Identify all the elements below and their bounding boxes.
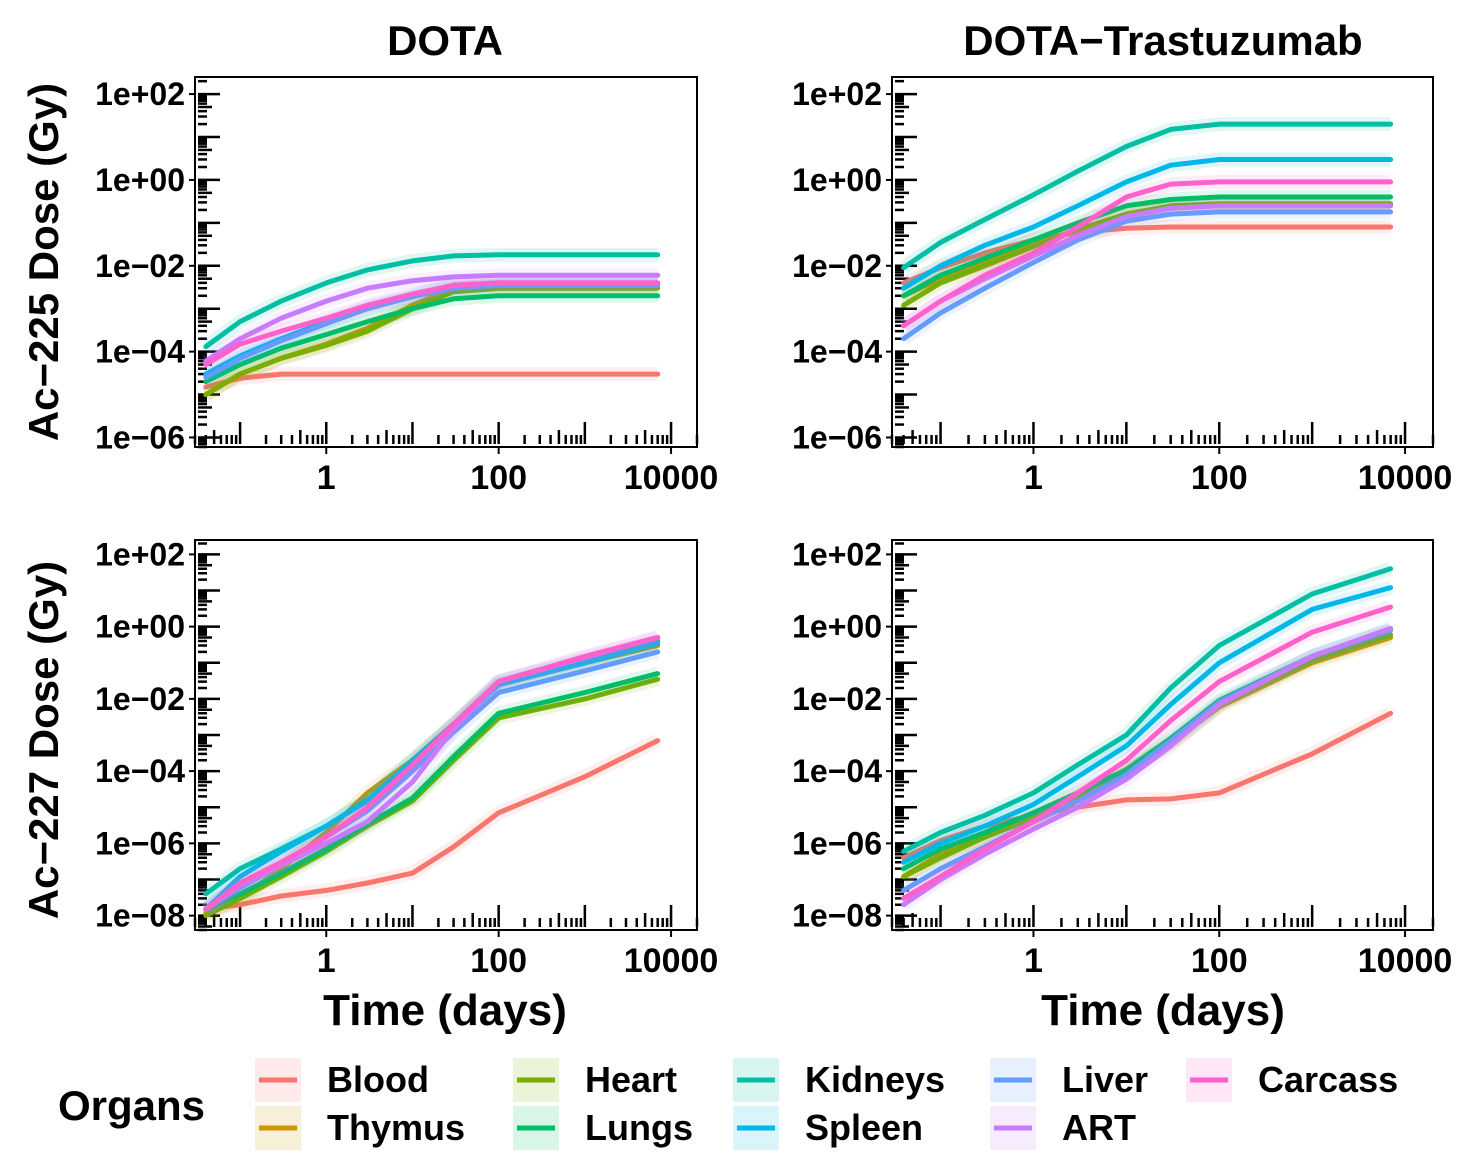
panel-4: 1e−08 1e−06 1e−04 1e−02 1e+00 1e+02 1 100 10000 (792, 536, 1452, 980)
legend-item-lungs: Lungs (513, 1106, 693, 1150)
series-line-spleen (203, 640, 661, 912)
y-tick-label: 1e−08 (792, 898, 882, 934)
series-line-liver (901, 209, 1394, 342)
series-line-lungs (203, 671, 661, 912)
legend-item-heart: Heart (513, 1058, 677, 1102)
column-title-dota: DOTA (387, 17, 503, 64)
y-tick-label: 1e+02 (95, 76, 185, 112)
y-tick-label: 1e−04 (792, 753, 882, 789)
x-tick-label: 10000 (1358, 942, 1453, 980)
y-tick-label: 1e+00 (792, 162, 882, 198)
panel-3: 1e−08 1e−06 1e−04 1e−02 1e+00 1e+02 1 100 10000 (95, 536, 718, 980)
y-tick-label: 1e−04 (792, 334, 882, 370)
x-tick-label: 10000 (624, 942, 719, 980)
xlabel-right: Time (days) (1041, 986, 1285, 1035)
x-tick-label: 1 (1024, 459, 1043, 497)
series-line-carcass (901, 179, 1394, 329)
legend-label: Blood (327, 1059, 429, 1100)
panel-2: 1e−06 1e−04 1e−02 1e+00 1e+02 1 100 10000 (792, 76, 1452, 497)
legend-label: Lungs (585, 1107, 693, 1148)
y-tick-label: 1e−02 (95, 248, 185, 284)
series-line-kidneys (901, 121, 1394, 271)
row-ylabel-ac227: Ac−227 Dose (Gy) (20, 561, 67, 919)
x-tick-label: 1 (317, 942, 336, 980)
x-tick-label: 10000 (1358, 459, 1453, 497)
y-tick-label: 1e−02 (792, 681, 882, 717)
series-line-spleen (901, 157, 1394, 291)
legend-item-blood: Blood (255, 1058, 429, 1102)
series-line-art (901, 625, 1394, 908)
x-minor-ticks (890, 905, 1435, 927)
legend-label: Carcass (1258, 1059, 1398, 1100)
legend-title: Organs (58, 1082, 205, 1129)
x-tick-label: 100 (1191, 942, 1248, 980)
y-tick-label: 1e−06 (792, 419, 882, 455)
y-tick-label: 1e−06 (95, 419, 185, 455)
y-tick-label: 1e+00 (95, 609, 185, 645)
series-line-heart (203, 285, 661, 398)
y-tick-label: 1e+02 (95, 536, 185, 572)
legend-item-thymus: Thymus (255, 1106, 465, 1150)
y-minor-ticks (895, 542, 917, 932)
series-line-lungs (203, 293, 661, 385)
series-line-carcass (901, 604, 1394, 901)
y-minor-ticks (895, 79, 917, 449)
legend-item-spleen: Spleen (733, 1106, 923, 1150)
y-tick-label: 1e−06 (792, 825, 882, 861)
series-line-art (203, 272, 661, 364)
legend-item-art: ART (990, 1106, 1136, 1150)
y-tick-label: 1e−02 (792, 248, 882, 284)
x-tick-label: 1 (317, 459, 336, 497)
x-tick-label: 10000 (624, 459, 719, 497)
x-tick-label: 100 (470, 459, 527, 497)
x-tick-label: 100 (470, 942, 527, 980)
series-line-kidneys (203, 252, 661, 350)
series-line-blood (203, 371, 661, 390)
y-tick-label: 1e−08 (95, 898, 185, 934)
x-tick-label: 100 (1191, 459, 1248, 497)
legend-label: Liver (1062, 1059, 1148, 1100)
x-minor-ticks (890, 422, 1435, 444)
y-tick-label: 1e−06 (95, 825, 185, 861)
y-tick-label: 1e−04 (95, 753, 185, 789)
series-line-spleen (901, 585, 1394, 865)
legend-item-kidneys: Kidneys (733, 1058, 945, 1102)
row-ylabel-ac225: Ac−225 Dose (Gy) (20, 83, 67, 441)
panel-frame (891, 539, 1434, 931)
legend-label: ART (1062, 1107, 1136, 1148)
legend-label: Spleen (805, 1107, 923, 1148)
panel-1: 1e−06 1e−04 1e−02 1e+00 1e+02 1 100 10000 (95, 76, 718, 497)
x-tick-label: 1 (1024, 942, 1043, 980)
series-line-blood (203, 738, 661, 912)
legend-label: Heart (585, 1059, 677, 1100)
series-line-kidneys (901, 566, 1394, 854)
y-minor-ticks (198, 79, 220, 449)
y-tick-label: 1e+00 (95, 162, 185, 198)
panel-frame (194, 76, 698, 448)
series-line-carcass (203, 280, 661, 367)
y-tick-label: 1e−02 (95, 681, 185, 717)
xlabel-left: Time (days) (323, 986, 567, 1035)
series-line-carcass (203, 635, 661, 912)
legend-label: Kidneys (805, 1059, 945, 1100)
column-title-dota-trastuzumab: DOTA−Trastuzumab (963, 17, 1362, 64)
y-tick-label: 1e+00 (792, 609, 882, 645)
legend-label: Thymus (327, 1107, 465, 1148)
y-tick-label: 1e−04 (95, 334, 185, 370)
legend-item-liver: Liver (990, 1058, 1148, 1102)
y-tick-label: 1e+02 (792, 536, 882, 572)
legend-item-carcass: Carcass (1186, 1058, 1398, 1102)
y-minor-ticks (198, 542, 220, 932)
legend: Organs Blood Thymus Heart Lungs Kidneys Splee… (58, 1058, 1398, 1150)
y-tick-label: 1e+02 (792, 76, 882, 112)
